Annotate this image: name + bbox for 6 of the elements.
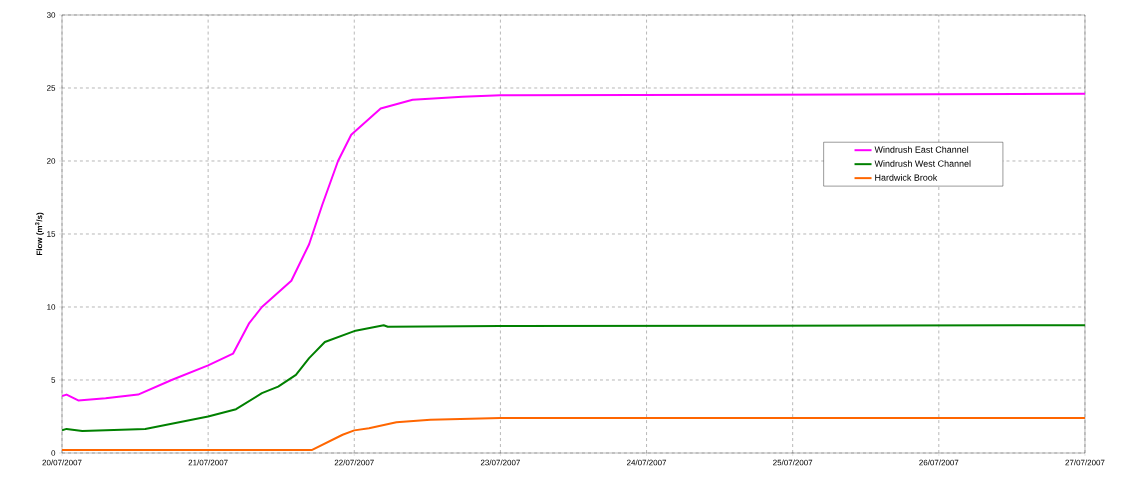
line-series — [62, 416, 1085, 452]
legend-label: Windrush West Channel — [874, 160, 971, 167]
legend-label: Hardwick Brook — [875, 174, 938, 181]
line-series — [62, 92, 1085, 402]
legend-label: Windrush East Channel — [874, 146, 969, 153]
line-series — [62, 324, 1085, 433]
